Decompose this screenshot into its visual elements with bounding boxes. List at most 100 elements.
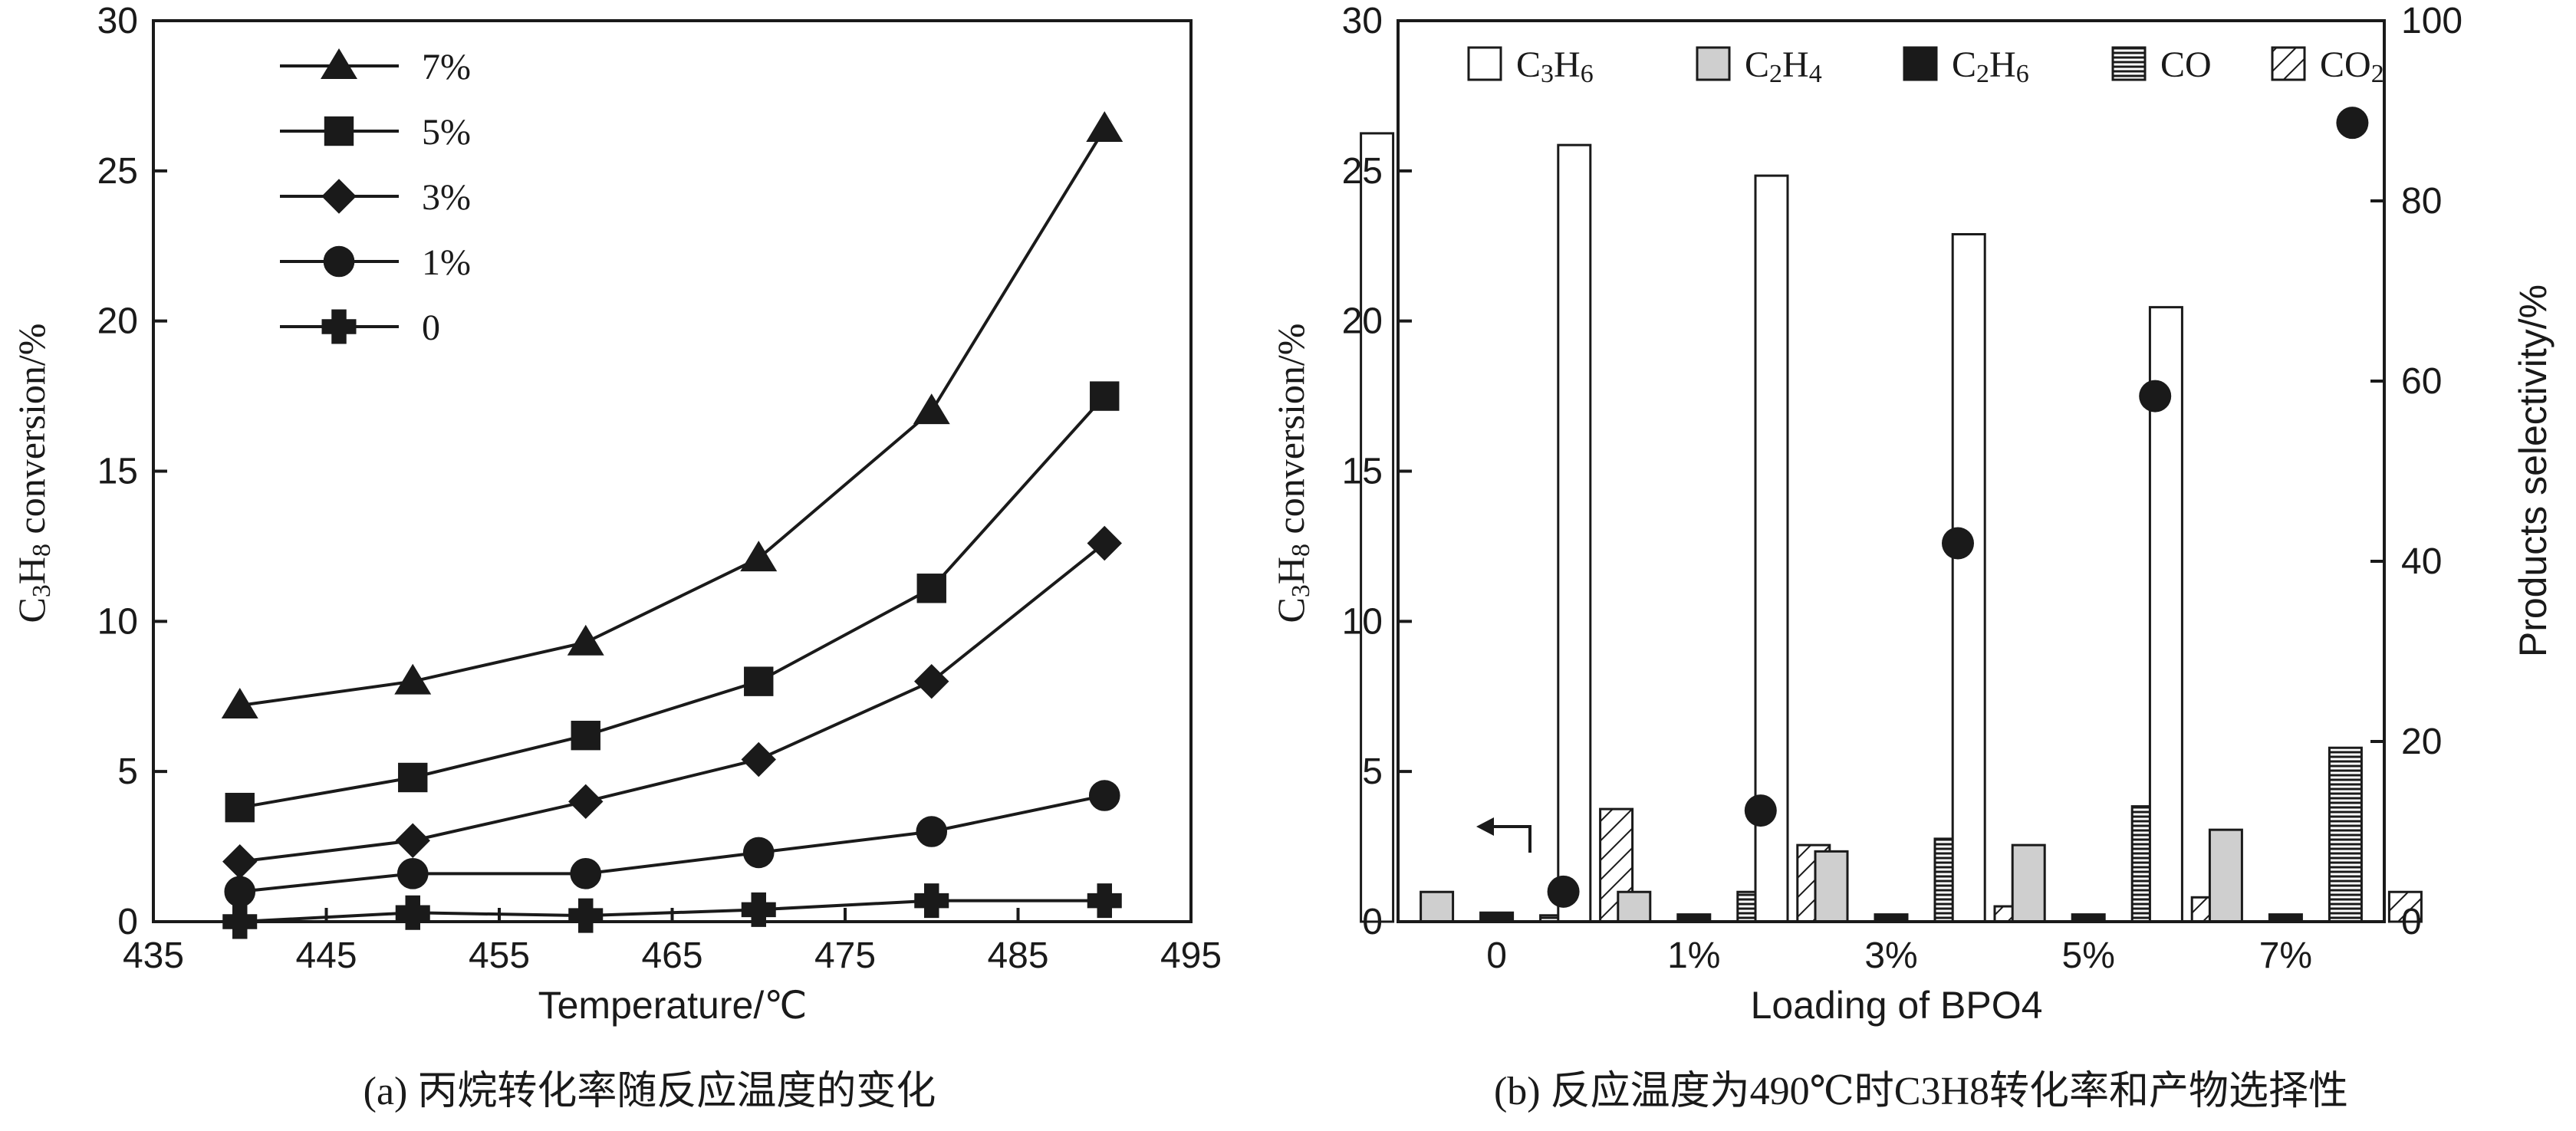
- data-point-2-3: [741, 741, 776, 778]
- bar-C2H4-4: [2208, 828, 2243, 923]
- panel-a-y-tick-label: 20: [97, 301, 138, 342]
- legend-label-2: 3%: [422, 177, 471, 218]
- data-point-2-4: [914, 663, 949, 699]
- panel-a-y-axis: 0 5 10 15 20 25 30: [97, 1, 167, 942]
- bar-CO-4: [2328, 746, 2363, 923]
- data-point-0-4: [913, 393, 950, 425]
- panel-b-left-y-tick-label: 10: [1342, 601, 1383, 642]
- legend-label-C3H6-sub2: 6: [1581, 60, 1594, 88]
- panel-a-legend: 7% 5% 3% 1% 0: [280, 47, 471, 348]
- legend-label-C2H6-sub2: 6: [2016, 60, 2029, 88]
- panel-b-right-y-axis-title: Products selectivity/%: [2512, 284, 2555, 657]
- legend-label-C2H4-sub2: 4: [1809, 60, 1822, 88]
- series-line-1: [239, 395, 1106, 810]
- data-point-1-4: [916, 574, 946, 603]
- panel-b-x-tick-label: 5%: [2062, 935, 2115, 976]
- conversion-point-3: [2139, 380, 2172, 413]
- legend-label-0: 7%: [422, 47, 471, 87]
- data-point-0-2: [567, 624, 604, 656]
- legend-marker-4: [321, 309, 357, 344]
- series-line-3: [239, 794, 1105, 893]
- panel-a-x-tick-label: 455: [469, 935, 530, 976]
- legend-label-CO2-sub1: 2: [2371, 60, 2384, 88]
- data-point-2-0: [222, 843, 258, 879]
- bar-C3H6-0: [1360, 132, 1395, 923]
- legend-label-C2H4-main: C: [1745, 44, 1769, 85]
- panel-a-x-tick-label: 495: [1160, 935, 1222, 976]
- data-point-3-5: [1088, 780, 1120, 811]
- left-axis-arrow: [1488, 825, 1531, 853]
- data-point-1-2: [571, 720, 600, 751]
- panel-a-y-tick-label: 10: [97, 601, 138, 642]
- panel-b-bars: [1360, 132, 2423, 923]
- panel-b-caption: (b) 反应温度为490℃时C3H8转化率和产物选择性: [1494, 1070, 2348, 1113]
- panel-b-right-y-tick-label: 0: [2401, 902, 2422, 942]
- legend-label-3: 1%: [422, 242, 471, 283]
- panel-a-y-tick-label: 25: [97, 151, 138, 192]
- panel-b-plot-frame: [1397, 19, 2386, 923]
- panel-a-y-tick-label: 0: [117, 902, 138, 942]
- legend-label-C2H4-sub1: 2: [1769, 60, 1782, 88]
- legend-label-C3H6-mid: H: [1554, 44, 1581, 85]
- panel-b-right-y-tick-label: 40: [2401, 541, 2442, 582]
- legend-marker-1: [324, 116, 354, 146]
- panel-a-x-tick-label: 435: [123, 935, 184, 976]
- panel-a-x-tick-label: 475: [814, 935, 876, 976]
- conversion-point-4: [2336, 107, 2369, 140]
- panel-a-series: [221, 111, 1124, 939]
- panel-b-left-y-tick-label: 5: [1362, 751, 1383, 792]
- panel-b-x-tick-label: 1%: [1667, 935, 1720, 976]
- bar-C2H4-1: [1617, 890, 1652, 923]
- legend-swatch-C2H6: [1903, 46, 1938, 81]
- panel-a-x-tick-label: 465: [641, 935, 702, 976]
- conversion-point-2: [1942, 527, 1974, 560]
- legend-swatch-CO2: [2271, 46, 2306, 81]
- bar-C2H4-3: [2011, 843, 2046, 923]
- panel-a-y-tick-label: 30: [97, 1, 138, 41]
- data-point-1-3: [744, 666, 774, 696]
- data-point-3-2: [570, 858, 602, 889]
- legend-label-C3H6: C3H6: [1516, 44, 1594, 88]
- series-line-4: [239, 899, 1105, 923]
- legend-label-C2H6-main: C: [1952, 44, 1976, 85]
- panel-b-x-axis-title: Loading of BPO4: [1751, 984, 2043, 1027]
- legend-label-CO-main: CO: [2160, 44, 2212, 85]
- bar-C3H6-1: [1557, 143, 1592, 923]
- legend-label-CO2-main: CO: [2320, 44, 2371, 85]
- data-point-3-3: [742, 837, 775, 869]
- panel-a-x-axis-title: Temperature/℃: [538, 984, 808, 1027]
- legend-swatch-C2H4: [1696, 46, 1731, 81]
- data-point-4-2: [568, 898, 604, 933]
- bar-C3H6-3: [1951, 232, 1986, 923]
- legend-marker-0: [321, 48, 357, 79]
- legend-label-C3H6-main: C: [1516, 44, 1541, 85]
- data-point-0-3: [740, 541, 778, 572]
- data-point-4-0: [222, 904, 258, 939]
- data-point-0-1: [394, 663, 432, 695]
- series-line-0: [239, 127, 1106, 707]
- panel-b-right-y-tick-label: 60: [2401, 361, 2442, 402]
- panel-a-caption: (a) 丙烷转化率随反应温度的变化: [364, 1070, 936, 1113]
- panel-a-y-tick-label: 5: [117, 751, 138, 792]
- legend-label-C2H4: C2H4: [1745, 44, 1822, 88]
- panel-b-x-tick-label: 7%: [2259, 935, 2312, 976]
- panel-b-left-y-tick-label: 15: [1342, 452, 1383, 492]
- data-point-3-4: [916, 816, 948, 847]
- data-point-4-3: [741, 892, 776, 927]
- series-line-2: [239, 541, 1106, 863]
- panel-b-right-y-axis: 0 20 40 60 80 100: [2370, 1, 2462, 942]
- panel-b-left-y-tick-label: 30: [1342, 1, 1383, 41]
- legend-label-4: 0: [422, 307, 440, 348]
- panel-b-right-y-tick-label: 20: [2401, 722, 2442, 762]
- panel-a-x-tick-label: 445: [295, 935, 357, 976]
- panel-a-y-tick-label: 15: [97, 452, 138, 492]
- data-point-1-0: [225, 792, 255, 823]
- data-point-3-1: [396, 858, 429, 889]
- legend-label-CO2: CO2: [2320, 44, 2384, 88]
- data-point-4-1: [395, 895, 430, 930]
- panel-b-conversion-points: [1547, 107, 2369, 908]
- panel-a: 0 5 10 15 20 25 30 435 445 455 465 475 485 495 7% 5% 3…: [10, 1, 1222, 1113]
- panel-a-x-tick-label: 485: [987, 935, 1048, 976]
- panel-b-left-y-tick-label: 20: [1342, 301, 1383, 342]
- panel-b-left-y-tick-label: 0: [1362, 902, 1383, 942]
